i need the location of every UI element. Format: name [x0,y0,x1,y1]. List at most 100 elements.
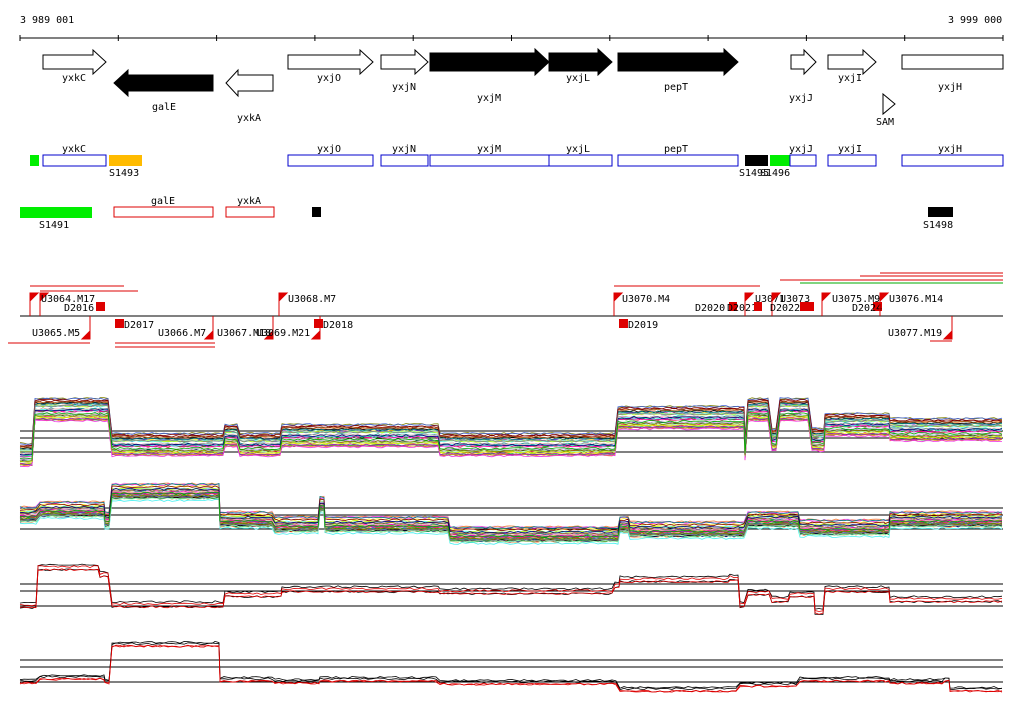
segment-label-yxjL: yxjL [566,144,590,155]
tss-flag-upper-2[interactable] [39,292,50,316]
segment-label-yxjH: yxjH [938,144,962,155]
segment-label-yxjI: yxjI [838,144,862,155]
tss-flag-lower-3[interactable] [263,316,274,340]
gene-arrow-galE[interactable] [113,68,214,98]
gene-label-yxkC: yxkC [62,73,86,84]
tss-label-U3069-M21: U3069.M21 [256,328,310,339]
segment-plus-yxjL[interactable] [548,154,613,167]
tss-flag-upper-4[interactable] [613,292,624,316]
gene-arrow-yxkC[interactable] [42,48,107,76]
start-coordinate: 3 989 001 [20,15,74,26]
tss-label-U3067-M18: U3067.M18 [217,328,271,339]
coordinate-ruler: 3 989 001 3 999 000 [19,15,1004,41]
segment-plus-yxkC[interactable] [42,154,107,167]
tss-flag-upper-1[interactable] [29,292,40,316]
segment-label-S1491: S1491 [39,220,69,231]
segment-label-yxjN: yxjN [392,144,416,155]
tss-label-D2016: D2016 [64,303,94,314]
expression-panel-plus-summary [19,563,1003,615]
tss-flag-lower-1[interactable] [80,316,91,340]
gene-arrow-yxjL[interactable] [548,47,613,77]
tss-box-D2024[interactable] [873,302,882,311]
segment-plus-pepT[interactable] [617,154,739,167]
tss-flag-upper-5[interactable] [744,292,755,316]
segment-label-pepT: pepT [664,144,688,155]
segment-label-S1493: S1493 [109,168,139,179]
gene-label-yxjI: yxjI [838,73,862,84]
segment-label-yxjM: yxjM [477,144,501,155]
tss-track: U3064.M17 D2016 U3068.M7 U3070.M4 D2020 … [8,272,1003,348]
gene-label-yxjN: yxjN [392,82,416,93]
gene-label-yxjO: yxjO [317,73,341,84]
segment-minus-black-small[interactable] [312,207,321,217]
expression-panel-minus-summary [19,640,1003,693]
end-coordinate: 3 999 000 [948,15,1002,26]
gene-label-yxjM: yxjM [477,93,501,104]
segment-track-plus: yxkC S1493 yxjO yxjN yxjM yxjL pepT S149… [30,144,1004,179]
expression-panel-plus-conditions [19,397,1003,468]
segment-plus-S1496[interactable] [770,155,790,166]
tss-label-D2021: D2021 [727,303,757,314]
segment-label-yxjJ: yxjJ [789,144,813,155]
gene-label-yxjJ: yxjJ [789,93,813,104]
segment-plus-S1493[interactable] [109,155,142,166]
segment-plus-yxjI[interactable] [827,154,877,167]
tss-label-D2020: D2020 [695,303,725,314]
tss-flag-lower-2[interactable] [203,316,214,340]
gene-arrow-yxjO[interactable] [287,48,374,76]
tss-box-upper-6[interactable] [754,302,762,311]
tss-label-D2022: D2022 [770,303,800,314]
segment-minus-S1498[interactable] [928,207,953,217]
segment-minus-S1491[interactable] [20,207,92,218]
tss-box-D2022[interactable] [800,302,814,311]
tss-label-U3068-M7: U3068.M7 [288,294,336,305]
tss-label-D2019: D2019 [628,320,658,331]
gene-arrow-yxjM[interactable] [429,47,550,77]
gene-arrow-yxjJ[interactable] [790,48,817,76]
gene-label-yxjH: yxjH [938,82,962,93]
segment-plus-S1495[interactable] [745,155,768,166]
tss-flag-upper-7[interactable] [771,292,782,316]
riboswitch-sam-icon[interactable] [882,92,896,116]
tss-box-D2018[interactable] [314,319,323,328]
gene-label-pepT: pepT [664,82,688,93]
segment-minus-yxkA[interactable] [225,206,275,218]
segment-plus-yxjM[interactable] [429,154,550,167]
gene-label-yxjL: yxjL [566,73,590,84]
tss-box-D2016[interactable] [96,302,105,311]
tss-label-D2024: D2024 [852,303,882,314]
tss-label-U3071: U3071 [755,294,785,305]
tss-box-D2020[interactable] [729,302,737,311]
segment-minus-galE[interactable] [113,206,214,218]
gene-arrow-pepT[interactable] [617,47,739,77]
gene-box-yxjH[interactable] [901,54,1004,70]
gene-label-galE: galE [152,102,176,113]
segment-plus-yxjN[interactable] [380,154,429,167]
tss-label-U3066-M7: U3066.M7 [158,328,206,339]
segment-plus-yxjO[interactable] [287,154,374,167]
expression-panel-minus-conditions [19,482,1003,545]
tss-flag-upper-8[interactable] [821,292,832,316]
segment-label-galE: galE [151,196,175,207]
gene-arrow-yxjN[interactable] [380,48,429,76]
segment-plus-yxjJ[interactable] [789,154,817,167]
tss-box-D2017[interactable] [115,319,124,328]
gene-label-yxkA: yxkA [237,113,261,124]
tss-flag-lower-5[interactable] [942,316,953,340]
tss-label-D2018: D2018 [323,320,353,331]
segment-label-yxjO: yxjO [317,144,341,155]
tss-label-U3076-M14: U3076.M14 [889,294,943,305]
tss-label-U3077-M19: U3077.M19 [888,328,942,339]
segment-label-yxkA: yxkA [237,196,261,207]
gene-arrow-yxjI[interactable] [827,48,877,76]
tss-flag-upper-3[interactable] [278,292,289,316]
tss-flag-upper-9[interactable] [879,292,890,316]
segment-label-S1496: S1496 [760,168,790,179]
segment-plus-green-left[interactable] [30,155,39,166]
tss-box-D2019[interactable] [619,319,628,328]
segment-track-minus: S1491 galE yxkA S1498 [20,196,953,231]
segment-plus-yxjH[interactable] [901,154,1004,167]
tss-label-U3075-M9: U3075.M9 [832,294,880,305]
gene-arrow-yxkA[interactable] [225,68,274,98]
